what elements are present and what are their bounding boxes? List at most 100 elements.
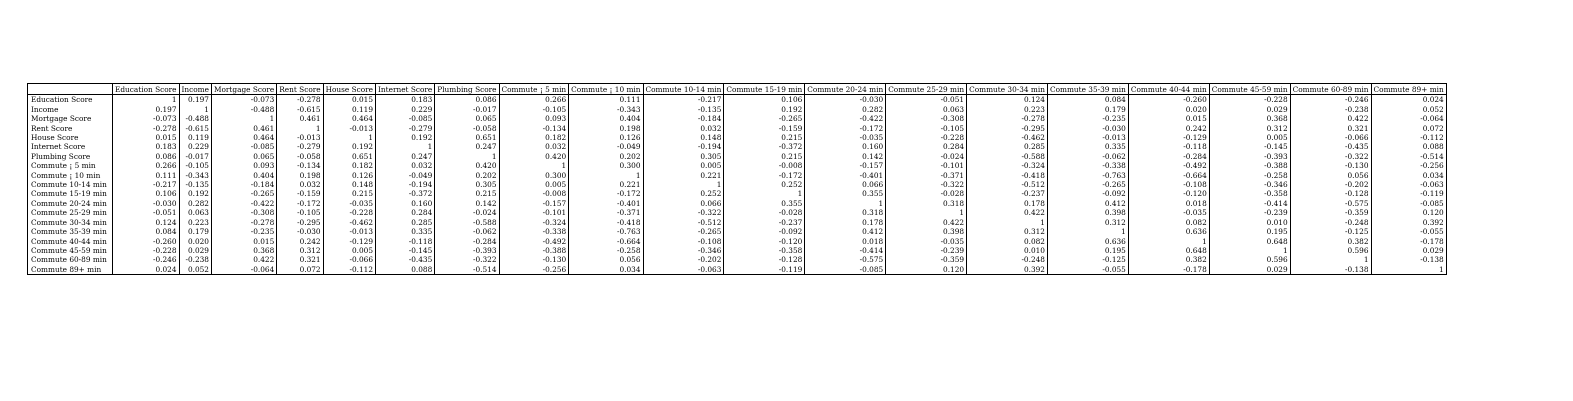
correlation-table: Education Score Income Mortgage Score Rent …: [27, 83, 1447, 276]
table-cell: 0.178: [966, 198, 1048, 209]
table-cell: 0.032: [276, 180, 324, 190]
table-cell: -0.462: [966, 133, 1048, 143]
table-cell: -0.049: [375, 170, 436, 181]
table-cell: 0.221: [642, 170, 725, 181]
table-cell: -0.178: [1127, 264, 1210, 275]
table-row: Commute ¡ 10 min 0.111 -0.343 0.404 0.198 0.1…: [27, 170, 1447, 181]
table-cell: -0.512: [642, 217, 725, 228]
table-cell: -0.013: [1046, 133, 1129, 143]
table-cell: -0.073: [210, 94, 278, 105]
column-header: Commute 45-59 min: [1208, 83, 1291, 96]
table-cell: 0.422: [885, 217, 968, 228]
table-cell: 1: [1208, 245, 1291, 256]
table-cell: 1: [723, 189, 806, 199]
table-cell: 1: [276, 123, 324, 134]
table-cell: -0.024: [885, 151, 968, 162]
table-cell: 0.088: [375, 264, 436, 275]
table-cell: 0.063: [885, 104, 968, 115]
table-cell: 0.020: [1127, 104, 1210, 115]
table-cell: -0.055: [1046, 264, 1129, 275]
table-cell: 0.197: [178, 94, 212, 105]
table-cell: -0.284: [434, 236, 500, 246]
table-cell: -0.085: [375, 114, 436, 124]
table-cell: -0.359: [885, 255, 968, 265]
column-header: Commute 10-14 min: [642, 83, 725, 96]
table-cell: -0.228: [322, 208, 377, 218]
table-cell: -0.322: [434, 255, 500, 265]
table-cell: 0.464: [210, 133, 278, 143]
table-cell: 0.111: [112, 170, 180, 181]
table-cell: 0.005: [322, 245, 377, 256]
table-cell: 0.651: [434, 133, 500, 143]
table-cell: -0.105: [276, 208, 324, 218]
table-cell: 0.015: [210, 236, 278, 246]
table-cell: -0.322: [885, 180, 968, 190]
table-cell: 0.034: [1370, 170, 1447, 181]
table-cell: 0.312: [276, 245, 324, 256]
table-cell: -0.258: [1208, 170, 1291, 181]
table-cell: -0.030: [112, 198, 180, 209]
table-cell: -0.064: [210, 264, 278, 275]
table-cell: -0.588: [966, 151, 1048, 162]
table-cell: -0.260: [1127, 94, 1210, 105]
table-cell: 1: [885, 208, 968, 218]
table-cell: -0.248: [1289, 217, 1372, 228]
table-cell: -0.101: [885, 161, 968, 171]
header-row: Education Score Income Mortgage Score Rent …: [27, 83, 1447, 96]
table-cell: -0.238: [178, 255, 212, 265]
table-cell: 0.321: [276, 255, 324, 265]
table-cell: -0.346: [642, 245, 725, 256]
table-cell: 0.300: [498, 170, 570, 181]
table-cell: 0.636: [1046, 236, 1129, 246]
table-cell: 0.252: [723, 180, 806, 190]
table-cell: 0.179: [1046, 104, 1129, 115]
table-cell: -0.284: [1127, 151, 1210, 162]
table-cell: -0.202: [1289, 180, 1372, 190]
table-cell: 0.355: [804, 189, 887, 199]
table-cell: -0.172: [723, 170, 806, 181]
table-cell: -0.184: [642, 114, 725, 124]
table-cell: 0.321: [1289, 123, 1372, 134]
column-header: Education Score: [112, 83, 180, 96]
table-cell: 1: [434, 151, 500, 162]
table-cell: -0.359: [1289, 208, 1372, 218]
table-cell: -0.371: [885, 170, 968, 181]
table-cell: 0.648: [1208, 236, 1291, 246]
row-label: Internet Score: [27, 142, 113, 152]
table-cell: -0.256: [498, 264, 570, 275]
table-cell: -0.256: [1370, 161, 1447, 171]
table-cell: -0.388: [498, 245, 570, 256]
table-cell: 1: [804, 198, 887, 209]
table-cell: 0.422: [1289, 114, 1372, 124]
table-cell: 0.266: [112, 161, 180, 171]
table-cell: -0.101: [498, 208, 570, 218]
table-cell: -0.324: [966, 161, 1048, 171]
table-cell: -0.217: [642, 94, 725, 105]
table-cell: 0.242: [1127, 123, 1210, 134]
table-cell: -0.248: [966, 255, 1048, 265]
table-cell: -0.228: [112, 245, 180, 256]
table-cell: 1: [1046, 227, 1129, 237]
table-row: Education Score 1 0.197 -0.073 -0.278 0.015 0.…: [27, 94, 1447, 105]
table-cell: -0.108: [642, 236, 725, 246]
table-cell: 0.005: [498, 180, 570, 190]
table-cell: -0.295: [966, 123, 1048, 134]
table-cell: -0.239: [1208, 208, 1291, 218]
column-header: Commute 20-24 min: [804, 83, 887, 96]
table-cell: -0.324: [498, 217, 570, 228]
table-cell: -0.013: [322, 123, 377, 134]
table-cell: -0.401: [804, 170, 887, 181]
table-row: House Score 0.015 0.119 0.464 -0.013 1 0.192 0.…: [27, 133, 1447, 143]
table-cell: -0.393: [1208, 151, 1291, 162]
table-cell: 0.412: [804, 227, 887, 237]
table-cell: 0.648: [1127, 245, 1210, 256]
table-cell: -0.017: [434, 104, 500, 115]
table-cell: 1: [498, 161, 570, 171]
table-row: Commute 10-14 min -0.217 -0.135 -0.184 0.032…: [27, 180, 1447, 190]
table-row: Commute 60-89 min -0.246 -0.238 0.422 0.321-…: [27, 255, 1447, 265]
table-cell: 0.086: [112, 151, 180, 162]
table-cell: -0.279: [276, 142, 324, 152]
table-cell: 0.192: [375, 133, 436, 143]
table-cell: 0.160: [804, 142, 887, 152]
table-cell: -0.125: [1289, 227, 1372, 237]
